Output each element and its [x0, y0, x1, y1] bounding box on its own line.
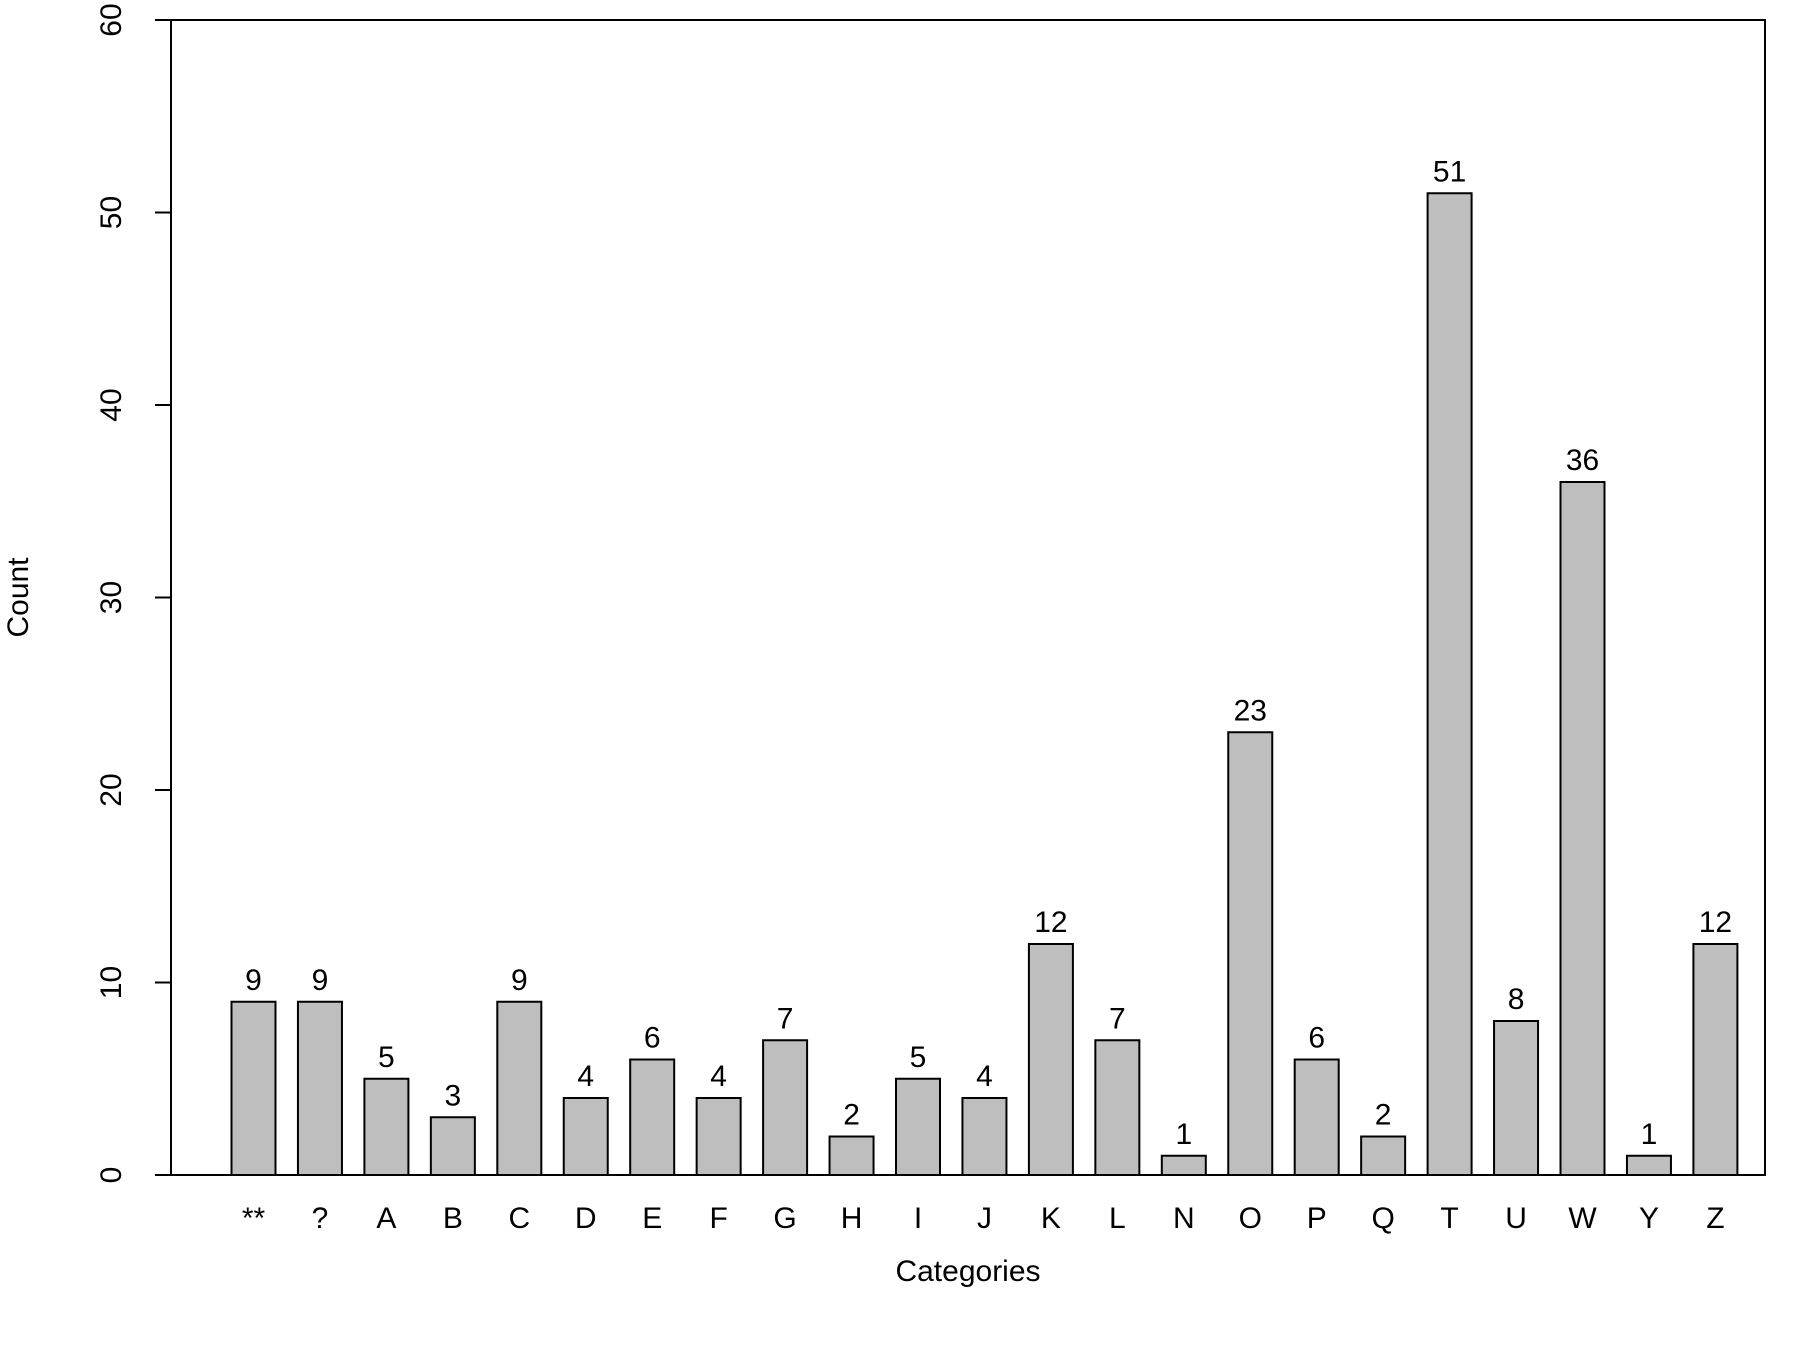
x-tick-label: A: [376, 1202, 396, 1235]
bar: [1094, 1039, 1141, 1176]
y-axis: 0 10 20 30 40 50 60: [95, 3, 171, 1183]
x-tick-label: F: [709, 1202, 727, 1235]
bar-value-label: 1: [1641, 1118, 1658, 1151]
bar: [1027, 943, 1074, 1176]
bar: [1493, 1020, 1540, 1176]
bar: [629, 1058, 676, 1176]
bar: [1227, 731, 1274, 1176]
bar: [230, 1000, 277, 1176]
bar: [496, 1000, 543, 1176]
bar-value-label: 4: [710, 1060, 727, 1093]
x-tick-label: W: [1568, 1202, 1597, 1235]
x-tick-label: O: [1239, 1202, 1262, 1235]
bar-value-label: 3: [445, 1079, 462, 1112]
x-tick-label: **: [242, 1202, 266, 1235]
bar-value-label: 9: [245, 964, 262, 997]
x-axis-title: Categories: [895, 1255, 1040, 1288]
bar-value-label: 6: [644, 1022, 661, 1055]
x-tick-label: Y: [1639, 1202, 1659, 1235]
x-tick-label: G: [773, 1202, 796, 1235]
bar-value-label: 4: [976, 1060, 993, 1093]
bar-value-label: 51: [1433, 155, 1466, 188]
bar: [1692, 943, 1739, 1176]
bar-value-label: 8: [1508, 983, 1525, 1016]
bar-value-label: 2: [1375, 1099, 1392, 1132]
bar: [1360, 1135, 1407, 1176]
bar-value-label: 9: [511, 964, 528, 997]
bar: [961, 1097, 1008, 1176]
x-tick-label: ?: [312, 1202, 329, 1235]
bar: [1160, 1154, 1207, 1176]
bar-value-label: 9: [312, 964, 329, 997]
x-tick-label: B: [443, 1202, 463, 1235]
bar-value-label: 5: [378, 1041, 395, 1074]
y-tick-label: 20: [95, 773, 128, 806]
bar-value-label: 7: [1109, 1002, 1126, 1035]
x-tick-label: L: [1109, 1202, 1126, 1235]
y-tick-label: 40: [95, 388, 128, 421]
x-tick-label: Q: [1371, 1202, 1394, 1235]
x-tick-label: C: [508, 1202, 530, 1235]
x-tick-label: I: [914, 1202, 922, 1235]
value-labels: 9 9 5 3 9 4 6 4 7 2 5 4 12 7 1 23 6 2 51 8 36 1 12: [245, 155, 1732, 1151]
y-tick-label: 30: [95, 581, 128, 614]
plot-frame: [170, 19, 1766, 1176]
x-tick-label: H: [841, 1202, 863, 1235]
bar-value-label: 1: [1175, 1118, 1192, 1151]
bar-value-label: 6: [1308, 1022, 1325, 1055]
bar-value-label: 12: [1034, 906, 1067, 939]
bars: [230, 192, 1739, 1176]
x-tick-label: Z: [1706, 1202, 1724, 1235]
bar: [1426, 192, 1473, 1176]
bar-value-label: 12: [1699, 906, 1732, 939]
x-tick-label: P: [1307, 1202, 1327, 1235]
bar: [1559, 481, 1606, 1176]
bar-value-label: 4: [577, 1060, 594, 1093]
bar: [895, 1077, 941, 1176]
x-tick-label: T: [1440, 1202, 1458, 1235]
bar-value-label: 36: [1566, 444, 1599, 477]
x-tick-label: D: [575, 1202, 597, 1235]
x-tick-label: U: [1505, 1202, 1527, 1235]
y-tick-label: 0: [95, 1167, 128, 1184]
x-tick-label: J: [977, 1202, 992, 1235]
bar: [363, 1077, 410, 1176]
bar-value-label: 7: [777, 1002, 794, 1035]
bar: [1625, 1154, 1672, 1176]
x-tick-label: K: [1041, 1202, 1061, 1235]
bar: [562, 1097, 609, 1176]
bar: [429, 1116, 476, 1176]
y-tick-label: 60: [95, 3, 128, 36]
bar: [762, 1039, 809, 1176]
x-tick-labels: **? A B C D E F G H I J K L N O P Q T U W Y Z: [242, 1202, 1725, 1235]
bar-value-label: 23: [1234, 694, 1267, 727]
bar: [828, 1135, 875, 1176]
bar: [1293, 1058, 1340, 1176]
y-tick-label: 10: [95, 966, 128, 999]
bar-value-label: 5: [910, 1041, 927, 1074]
bar-value-label: 2: [843, 1099, 860, 1132]
x-tick-label: E: [642, 1202, 662, 1235]
x-tick-label: N: [1173, 1202, 1195, 1235]
bar: [695, 1097, 742, 1176]
bar: [296, 1000, 343, 1176]
y-tick-label: 50: [95, 196, 128, 229]
y-axis-title: Count: [2, 557, 35, 638]
